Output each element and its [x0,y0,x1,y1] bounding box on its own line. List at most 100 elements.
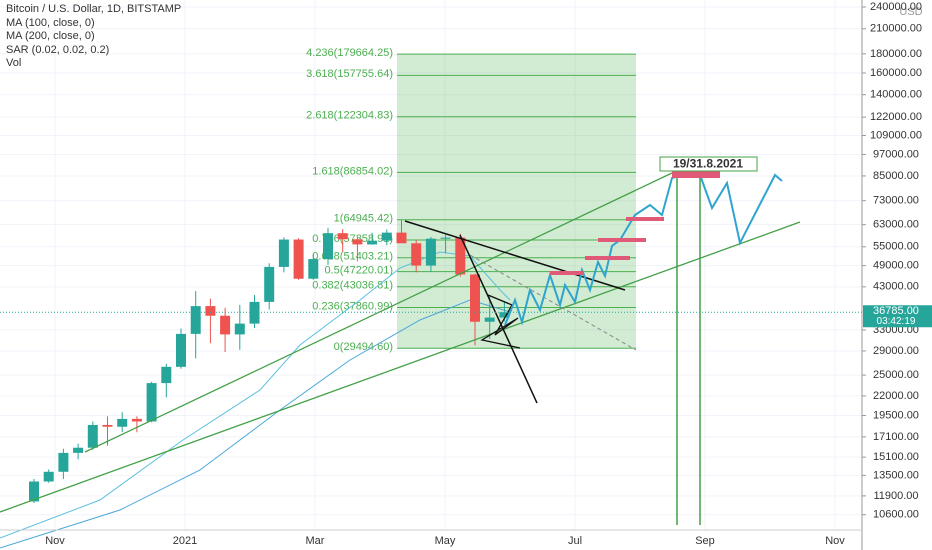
fib-label: 0.382(43036.81) [312,280,393,292]
candle-body [190,306,201,334]
y-tick-label: 11900.00 [873,490,918,502]
candles [29,219,510,503]
candle-body [161,366,172,384]
candle-body [352,239,363,245]
trendline [459,234,538,404]
candle-body [396,232,407,244]
candle-body [293,239,304,279]
y-tick-label: 73000.00 [873,195,919,207]
price-axis [862,0,932,550]
fib-label: 1.618(86854.02) [312,165,393,177]
y-tick-label: 29000.00 [873,345,919,357]
y-tick-label: 122000.00 [870,111,922,123]
indicator: MA (100, close, 0) [6,16,95,29]
y-tick-label: 19500.00 [873,409,919,421]
indicator: MA (200, close, 0) [6,30,95,42]
x-axis: Nov 2021 Mar May Jul Sep Nov [45,535,845,547]
x-tick-label: May [435,535,456,547]
fib-label: 3.618(157755.64) [306,68,393,80]
y-tick-label: 160000.00 [870,67,922,79]
y-tick-label: 97000.00 [873,148,919,160]
symbol: Bitcoin / U.S. Dollar, 1D, BITSTAMP [6,3,182,15]
projection [504,172,783,326]
candle-body [499,312,510,318]
indicator: SAR (0.02, 0.02, 0.2) [6,43,110,56]
y-tick-label: 180000.00 [870,48,922,60]
candle-body [264,266,275,302]
fib-label: 4.236(179664.25) [306,47,393,59]
annotation-box [659,156,758,172]
y-tick-label: 13500.00 [873,469,919,481]
candle-body [220,315,231,335]
fib-label: 2.618(122304.83) [306,110,393,122]
y-tick-label: 15100.00 [873,451,919,463]
candle-body [411,243,422,266]
candle-body [308,259,319,279]
y-tick-label: 210000.00 [870,23,922,35]
y-tick-label: 240000.00 [870,1,922,13]
candle-body [425,238,436,266]
candle-body [73,447,84,453]
y-tick-label: 25000.00 [873,369,919,381]
candle-body [337,233,348,240]
candle-body [234,323,245,335]
trendline [0,221,801,513]
countdown: 03:42:19 [877,316,916,327]
x-tick-label: Sep [695,535,715,547]
fib-label: 0.236(37860.99) [312,300,393,312]
x-tick-label: Nov [45,535,65,547]
candle-body [131,418,142,422]
candle-body [278,239,289,267]
candle-body [117,418,128,427]
dashed-line [469,254,637,351]
x-tick-label: Jul [568,535,582,547]
fib-box [397,54,636,349]
grid [0,0,862,530]
candle-body [102,424,113,427]
price-label-box [863,305,932,328]
pattern [480,294,521,349]
target-zones [550,171,720,275]
candle-body [176,333,186,367]
y-tick-label: 109000.00 [870,129,922,141]
price-label: 36785.00 [873,305,919,317]
candle-body [58,452,69,472]
candle-body [484,317,495,322]
y-tick-label: 17100.00 [873,431,919,443]
trendline [404,220,626,291]
candle-body [43,471,54,482]
candle-body [146,383,157,422]
candle-body [205,306,216,316]
y-tick-label: 85000.00 [873,170,919,182]
candle-body [367,240,378,245]
ma-100 [0,251,511,539]
ma-200 [0,299,511,549]
candle-body [470,274,480,322]
fib-label: 1(64945.42) [334,213,393,225]
y-tick-label: 10600.00 [873,509,919,521]
currency: USD [899,6,922,18]
y-tick-label: 22000.00 [873,390,919,402]
y-tick-label: 43000.00 [873,281,919,293]
y-tick-label: 63000.00 [873,219,919,231]
candle-body [455,237,466,275]
x-tick-label: Mar [306,535,325,547]
indicator: Vol [6,57,22,69]
x-tick-label: Nov [825,535,845,547]
fib-label: 0(29494.60) [334,341,393,353]
candle-body [323,233,333,260]
zone [672,171,720,178]
legend: Bitcoin / U.S. Dollar, 1D, BITSTAMP MA (… [6,3,181,71]
y-tick-label: 140000.00 [870,89,922,101]
fib-label: 0.5(47220.01) [325,265,394,277]
annotation: 19/31.8.2021 [673,157,743,171]
candle-body [87,424,98,448]
fib-levels: 4.236(179664.25) 3.618(157755.64) 2.618(12… [306,47,636,353]
candle-body [440,237,451,239]
x-tick-label: 2021 [173,535,197,547]
y-tick-label: 49000.00 [873,259,919,271]
